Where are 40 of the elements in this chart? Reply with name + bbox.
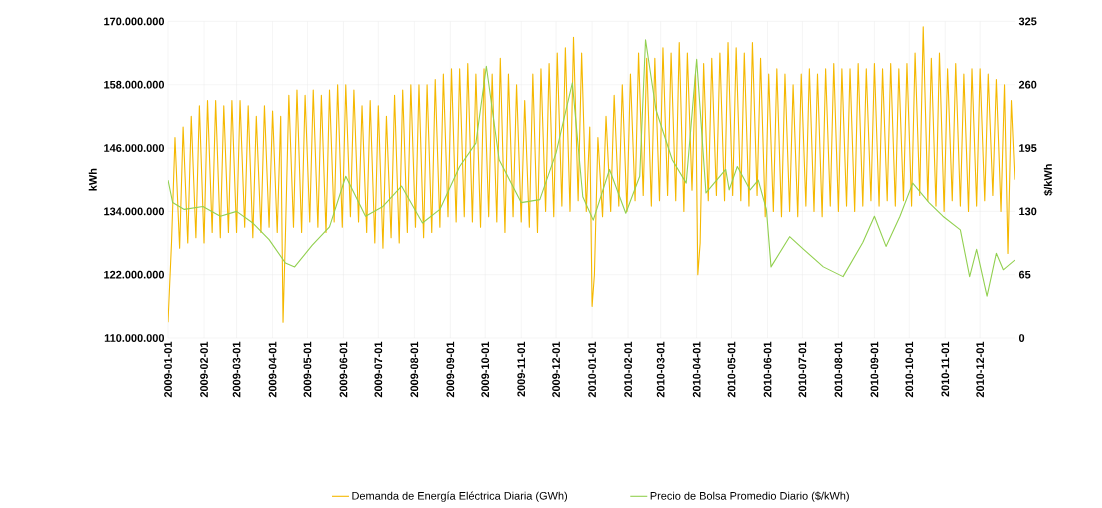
x-tick-label: 2009-08-01 <box>410 341 419 398</box>
x-tick-label: 2010-05-01 <box>727 341 736 398</box>
x-tick-label: 2009-12-01 <box>552 341 560 398</box>
y-tick-label: 122.000.000 <box>104 270 165 279</box>
y2-tick-label: 130 <box>1019 207 1037 216</box>
x-tick-label: 2009-10-01 <box>481 341 490 398</box>
x-tick-label: 2010-11-01 <box>941 341 950 397</box>
legend-label: Demanda de Energía Eléctrica Diaria (GWh) <box>352 491 568 502</box>
x-tick-label: 2009-09-01 <box>446 341 455 398</box>
x-tick-label: 2010-01-01 <box>588 341 596 398</box>
y2-tick-label: 195 <box>1019 144 1037 152</box>
legend-label: Precio de Bolsa Promedio Diario ($/kWh) <box>650 491 849 502</box>
y-axis-title: kWh <box>88 168 97 191</box>
x-tick-label: 2010-06-01 <box>763 341 772 398</box>
x-tick-label: 2010-03-01 <box>656 341 665 398</box>
x-tick-label: 2010-02-01 <box>624 341 632 398</box>
y2-tick-label: 260 <box>1018 80 1037 89</box>
x-tick-label: 2009-03-01 <box>232 341 241 398</box>
y-tick-label: 110.000.000 <box>104 334 165 342</box>
x-tick-label: 2009-04-01 <box>268 341 277 398</box>
x-tick-label: 2009-06-01 <box>339 341 348 398</box>
x-tick-label: 2009-02-01 <box>200 341 208 398</box>
x-tick-label: 2010-04-01 <box>692 341 701 398</box>
y-tick-label: 134.000.000 <box>104 207 165 216</box>
x-tick-label: 2010-12-01 <box>976 341 985 398</box>
x-tick-label: 2009-11-01 <box>517 341 526 397</box>
y2-tick-label: 325 <box>1018 17 1037 26</box>
y2-axis-title: $/kWh <box>1043 164 1053 196</box>
x-tick-label: 2010-08-01 <box>834 341 843 398</box>
x-tick-label: 2010-09-01 <box>870 341 879 398</box>
x-tick-label: 2010-07-01 <box>798 341 807 398</box>
x-tick-label: 2010-10-01 <box>905 341 914 398</box>
y-tick-label: 146.000.000 <box>104 144 165 152</box>
y-tick-label: 158.000.000 <box>104 80 165 89</box>
y-tick-label: 170.000.000 <box>104 17 165 26</box>
y2-tick-label: 0 <box>1018 334 1025 342</box>
y2-tick-label: 65 <box>1018 270 1031 279</box>
x-tick-label: 2009-05-01 <box>303 341 312 398</box>
x-tick-label: 2009-01-01 <box>164 341 172 398</box>
x-tick-label: 2009-07-01 <box>374 341 383 398</box>
